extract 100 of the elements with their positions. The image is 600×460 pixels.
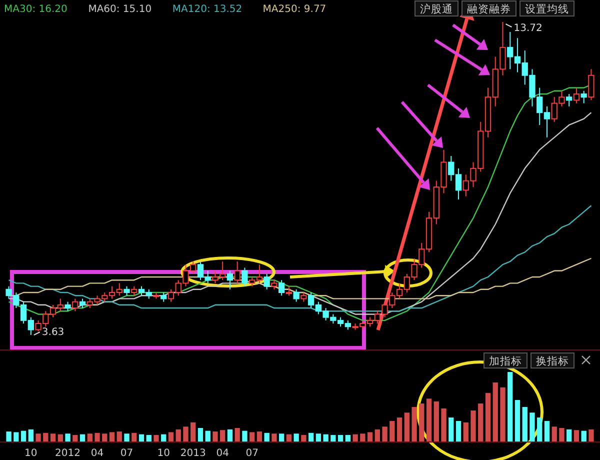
candlestick [234, 260, 240, 284]
bar [264, 432, 270, 442]
bar [6, 432, 12, 442]
bar [374, 429, 380, 442]
bar [198, 428, 204, 442]
bar [338, 435, 344, 442]
bar [109, 432, 115, 442]
text: 设置均线 [525, 2, 569, 16]
bar [434, 401, 439, 442]
text: 融资融券 [467, 2, 511, 16]
annotation: 13.72 [514, 23, 542, 34]
bar [116, 432, 122, 442]
bar [87, 434, 92, 442]
candlestick [588, 68, 594, 101]
text: MA30: 16.20 [4, 4, 68, 15]
bar [492, 382, 498, 442]
candlestick [160, 292, 167, 302]
bar [330, 435, 336, 442]
bar [412, 407, 417, 442]
bar [500, 387, 506, 442]
bar [396, 418, 402, 442]
x-tick-label: 2012 [55, 448, 80, 459]
bar [574, 430, 580, 442]
candlestick [242, 267, 248, 287]
candlestick [566, 93, 572, 107]
candlestick [300, 292, 307, 302]
bar [14, 432, 19, 442]
bar [530, 412, 535, 442]
candlestick [72, 298, 78, 312]
bar [301, 435, 306, 442]
bar [294, 434, 299, 442]
bar [485, 393, 491, 442]
x-tick-label: 07 [246, 448, 258, 459]
bar [102, 434, 108, 442]
bar [227, 429, 233, 442]
candlestick [271, 280, 278, 290]
x-tick-label: 2013 [180, 448, 206, 459]
x-tick-label: 10 [157, 448, 170, 459]
bar [146, 435, 152, 442]
bar [212, 432, 218, 442]
bar [404, 412, 410, 442]
bar [508, 372, 513, 442]
bar [132, 432, 137, 442]
x-tick-label: 04 [90, 448, 104, 459]
candlestick [286, 286, 292, 296]
bar [390, 421, 395, 442]
text: MA120: 13.52 [172, 4, 242, 15]
candlestick [278, 280, 285, 296]
bar [316, 434, 322, 442]
candlestick [264, 273, 270, 290]
bar [190, 422, 196, 442]
candlestick [293, 288, 300, 302]
bar [308, 432, 314, 442]
bar [559, 428, 564, 442]
bar [345, 435, 350, 442]
bar [256, 432, 262, 442]
bar [470, 410, 476, 442]
bar [43, 432, 48, 442]
text: 换指标 [536, 356, 569, 368]
text: MA60: 15.10 [88, 4, 152, 15]
bar [352, 434, 358, 442]
candlestick [580, 90, 587, 104]
x-tick-label: 04 [216, 448, 229, 459]
bar [552, 426, 557, 442]
candlestick [124, 286, 130, 296]
bar [419, 404, 424, 442]
bar [566, 429, 572, 442]
bar [124, 434, 130, 442]
bar [50, 434, 56, 442]
candlestick [573, 87, 580, 104]
bar [382, 426, 388, 442]
bar [514, 400, 520, 442]
bar [36, 434, 41, 442]
candlestick [131, 286, 138, 296]
bar [448, 418, 454, 442]
candlestick [64, 301, 71, 312]
bar [360, 434, 366, 442]
bar [272, 434, 277, 442]
bar [220, 430, 226, 442]
bar [205, 430, 210, 442]
bar [522, 407, 528, 442]
bar [72, 435, 78, 442]
bar [154, 435, 159, 442]
bar [65, 434, 70, 442]
bar [367, 432, 373, 442]
bar [426, 398, 432, 442]
bar [234, 428, 240, 442]
text: MA250: 9.77 [262, 4, 326, 15]
x-tick-label: 07 [120, 448, 134, 459]
candlestick [79, 298, 86, 309]
bar [537, 418, 542, 442]
x-tick-label: 10 [24, 448, 38, 459]
bar [250, 432, 255, 442]
bar [478, 404, 484, 442]
bar [544, 421, 550, 442]
bar [588, 429, 594, 442]
bar [463, 422, 468, 442]
annotation: 3.63 [42, 327, 64, 338]
bar [323, 434, 328, 442]
candlestick [226, 270, 234, 290]
